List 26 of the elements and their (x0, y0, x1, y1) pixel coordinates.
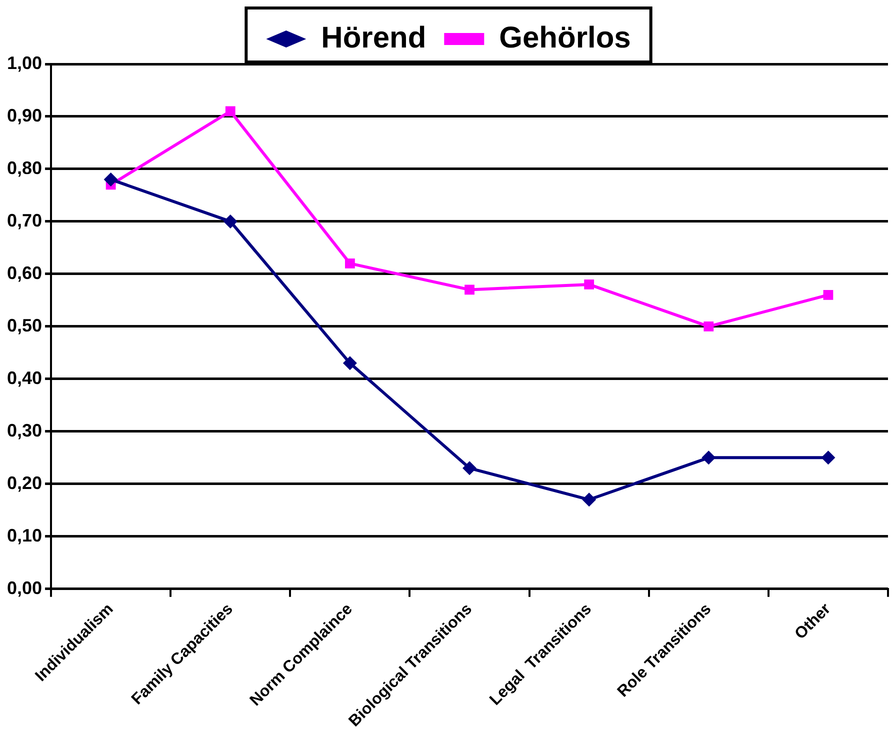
y-tick-label: 1,00 (6, 52, 42, 73)
y-tick-label: 0,10 (6, 525, 42, 546)
point (342, 356, 357, 370)
y-tick-label: 0,00 (6, 578, 42, 598)
y-tick-label: 0,30 (6, 420, 42, 440)
y-tick-label: 0,90 (6, 105, 42, 126)
y-tick-label: 0,80 (6, 158, 42, 178)
point (345, 258, 355, 268)
point (704, 321, 714, 332)
point (821, 450, 836, 465)
legend-label: Gehörlos (499, 21, 631, 54)
y-tick-label: 0,40 (6, 368, 42, 388)
point (225, 106, 236, 116)
legend-label: Hörend (321, 21, 426, 54)
y-tick-label: 0,70 (6, 210, 42, 230)
y-tick-label: 0,60 (6, 262, 42, 283)
y-tick-label: 0,20 (6, 472, 42, 493)
point (464, 284, 474, 295)
point (823, 290, 834, 300)
y-tick-label: 0,50 (6, 315, 42, 336)
point (702, 450, 716, 465)
point (104, 172, 118, 186)
point (582, 492, 596, 507)
point (584, 279, 594, 290)
point (223, 214, 238, 228)
point (462, 461, 477, 476)
